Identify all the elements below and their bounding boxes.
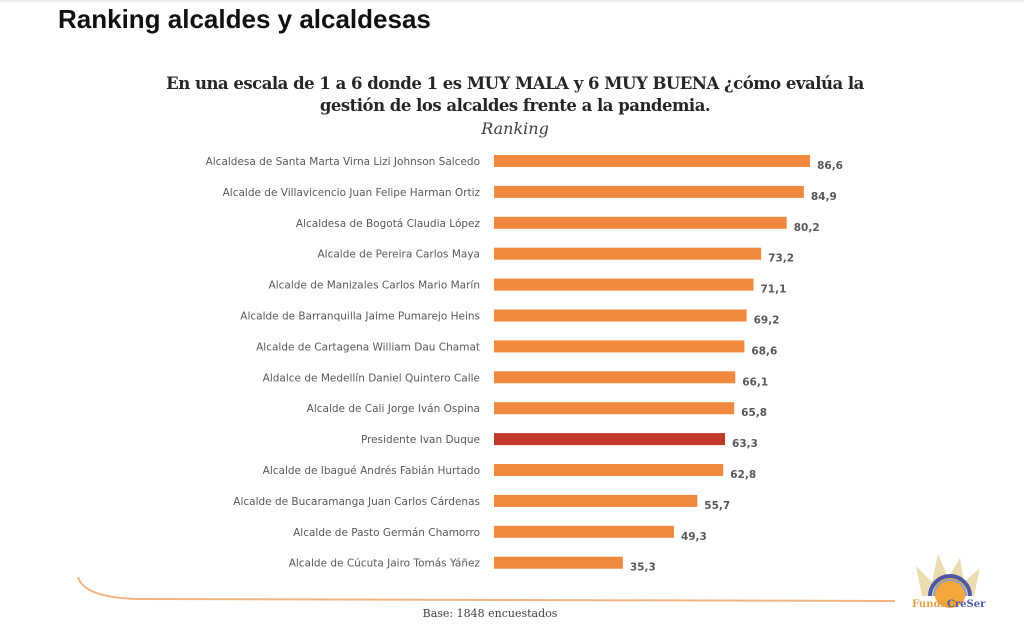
bar: [494, 464, 724, 476]
logo-text-part-1: Funda: [912, 599, 947, 610]
bar-row: Alcalde de Barranquilla Jaime Pumarejo H…: [240, 309, 780, 327]
value-label: 71,1: [761, 284, 787, 296]
category-label: Alcalde de Pereira Carlos Maya: [318, 249, 481, 261]
bar: [494, 185, 804, 198]
bar-highlight: [494, 433, 726, 446]
value-label: 62,8: [730, 469, 756, 481]
value-label: 68,6: [751, 345, 777, 357]
bar-row: Alcalde de Cali Jorge Iván Ospina 65,8: [307, 402, 767, 419]
bar-row: Alcaldesa de Santa Marta Virna Lizi John…: [206, 155, 843, 172]
value-label: 73,2: [768, 253, 794, 265]
bar-row: Alcalde de Pereira Carlos Maya 73,2: [318, 247, 794, 265]
category-label: Alcalde de Pasto Germán Chamorro: [293, 527, 480, 539]
decorative-curve: [77, 576, 896, 602]
category-label: Alcalde de Cartagena William Dau Chamat: [256, 341, 480, 353]
bar: [494, 494, 698, 507]
bar-row: Alcalde de Cartagena William Dau Chamat 6…: [256, 340, 777, 357]
category-label: Alcalde de Cúcuta Jairo Tomás Yáñez: [289, 558, 481, 570]
category-label: Alcaldesa de Santa Marta Virna Lizi John…: [206, 156, 480, 168]
bar-row: Alcalde de Manizales Carlos Mario Marín 7…: [269, 278, 787, 296]
bar-row: Alcalde de Cúcuta Jairo Tomás Yáñez 35,3: [289, 556, 656, 574]
value-label: 49,3: [681, 531, 707, 543]
page-title: Ranking alcaldes y alcaldesas: [58, 4, 431, 34]
chart-title-line-1: En una escala de 1 a 6 donde 1 es MUY MA…: [166, 74, 864, 93]
bar: [494, 309, 747, 322]
value-label: 86,6: [817, 160, 843, 172]
category-label: Alcaldesa de Bogotá Claudia López: [296, 218, 481, 230]
top-border: [0, 0, 1024, 2]
chart-title: En una escala de 1 a 6 donde 1 es MUY MA…: [150, 73, 880, 117]
bar: [494, 247, 762, 260]
bar: [494, 340, 745, 353]
category-label: Alcalde de Ibagué Andrés Fabián Hurtado: [263, 465, 480, 477]
category-label: Alcalde de Barranquilla Jaime Pumarejo H…: [240, 311, 480, 323]
bar: [494, 402, 735, 415]
bar-row: Alcalde de Pasto Germán Chamorro 49,3: [293, 525, 707, 543]
bar: [494, 556, 623, 569]
category-label: Alcalde de Villavicencio Juan Felipe Har…: [223, 187, 481, 199]
value-label: 69,2: [754, 315, 780, 327]
bar-row: Alcalde de Villavicencio Juan Felipe Har…: [223, 185, 837, 203]
chart-title-line-2: gestión de los alcaldes frente a la pand…: [319, 96, 711, 115]
logo-text-part-2: CreSer: [946, 599, 986, 610]
category-label: Alcalde de Manizales Carlos Mario Marín: [269, 280, 480, 292]
value-label: 80,2: [794, 222, 820, 234]
value-label: 55,7: [704, 500, 730, 512]
fundacreser-logo-icon: [916, 554, 980, 608]
bar: [494, 278, 754, 291]
category-label: Alcalde de Bucaramanga Juan Carlos Cárde…: [233, 496, 480, 508]
base-note: Base: 1848 encuestados: [422, 607, 558, 620]
value-label: 63,3: [732, 438, 758, 450]
bar-row: Aldalce de Medellín Daniel Quintero Call…: [263, 371, 768, 388]
chart-subtitle: Ranking: [481, 119, 549, 138]
value-label: 65,8: [741, 407, 767, 419]
bar-row: Alcaldesa de Bogotá Claudia López 80,2: [296, 216, 820, 234]
category-label: Presidente Ivan Duque: [361, 434, 480, 446]
bar: [494, 371, 736, 384]
value-label: 35,3: [630, 562, 656, 574]
bar: [494, 216, 787, 229]
bars-layer: Alcaldesa de Santa Marta Virna Lizi John…: [206, 155, 843, 574]
logo-text: FundaCreSer: [912, 599, 985, 610]
bar-row: Presidente Ivan Duque 63,3: [361, 433, 758, 450]
value-label: 84,9: [811, 191, 837, 203]
bar-row: Alcalde de Ibagué Andrés Fabián Hurtado 6…: [263, 464, 756, 481]
bar-row: Alcalde de Bucaramanga Juan Carlos Cárde…: [233, 494, 730, 512]
category-label: Alcalde de Cali Jorge Iván Ospina: [307, 403, 480, 415]
value-label: 66,1: [742, 376, 768, 388]
bar: [494, 525, 674, 538]
category-label: Aldalce de Medellín Daniel Quintero Call…: [263, 372, 480, 384]
bar: [494, 155, 811, 167]
